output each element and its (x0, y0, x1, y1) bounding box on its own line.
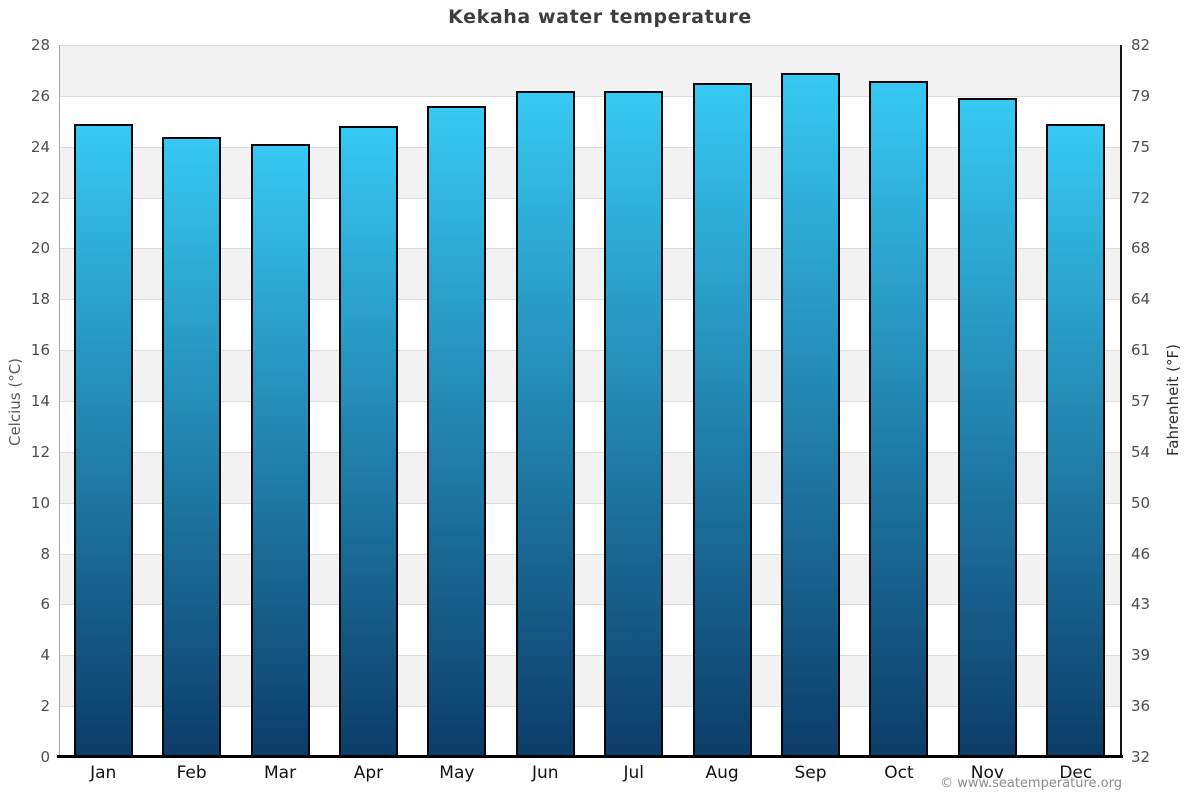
chart-title: Kekaha water temperature (448, 6, 752, 28)
celsius-tick-label: 12 (30, 442, 50, 461)
month-label: Mar (263, 763, 297, 783)
celsius-tick-label: 20 (30, 239, 50, 258)
copyright-watermark: © www.seatemperature.org (940, 776, 1122, 791)
background-band (59, 706, 1120, 757)
left-axis-line (59, 45, 60, 757)
fahrenheit-tick-label: 39 (1131, 646, 1151, 665)
temperature-bar (162, 136, 222, 757)
fahrenheit-tick-label: 82 (1131, 36, 1151, 54)
plot-area (59, 45, 1120, 757)
gridline (59, 655, 1120, 657)
month-label: Dec (1059, 763, 1093, 783)
celsius-tick-label: 2 (40, 697, 50, 716)
month-label: Nov (970, 763, 1004, 783)
bottom-axis-line (57, 755, 1123, 758)
month-label: Jul (623, 763, 644, 783)
celsius-tick-label: 8 (40, 544, 50, 563)
fahrenheit-tick-label: 79 (1131, 86, 1151, 105)
gridline (59, 95, 1120, 97)
gridline (59, 45, 1120, 46)
background-band (59, 95, 1120, 147)
celsius-tick-label: 28 (30, 36, 50, 54)
gridline (59, 146, 1120, 148)
background-band (59, 146, 1120, 198)
background-band (59, 299, 1120, 351)
month-label: May (439, 763, 475, 783)
celsius-tick-label: 14 (30, 392, 50, 410)
fahrenheit-tick-label: 72 (1131, 188, 1151, 207)
temperature-bar (869, 80, 929, 757)
background-band (59, 45, 1120, 96)
background-band (59, 655, 1120, 707)
temperature-bar (957, 98, 1017, 757)
month-label: Feb (176, 763, 207, 783)
celsius-tick-label: 6 (40, 595, 50, 614)
month-label: Jun (532, 763, 559, 783)
gridline (59, 299, 1120, 301)
fahrenheit-tick-label: 46 (1131, 544, 1151, 563)
temperature-bar (604, 90, 664, 757)
temperature-bar (73, 123, 133, 757)
fahrenheit-tick-label: 32 (1131, 748, 1151, 766)
celsius-tick-label: 18 (30, 290, 50, 309)
background-band (59, 350, 1120, 401)
celsius-tick-label: 24 (30, 137, 50, 156)
temperature-bar (1046, 123, 1106, 757)
background-band (59, 553, 1120, 605)
fahrenheit-tick-label: 50 (1131, 493, 1151, 512)
background-band (59, 197, 1120, 249)
gridline (59, 502, 1120, 504)
gridline (59, 248, 1120, 250)
fahrenheit-tick-label: 43 (1131, 595, 1151, 614)
background-band (59, 502, 1120, 554)
fahrenheit-tick-label: 75 (1131, 137, 1151, 156)
background-band (59, 451, 1120, 503)
background-band (59, 248, 1120, 300)
background-band (59, 401, 1120, 452)
celsius-tick-label: 4 (40, 646, 50, 665)
gridline (59, 604, 1120, 606)
gridline (59, 553, 1120, 555)
gridline (59, 401, 1120, 402)
fahrenheit-tick-label: 61 (1131, 341, 1151, 360)
celsius-tick-label: 26 (30, 86, 50, 105)
fahrenheit-tick-label: 54 (1131, 442, 1151, 461)
fahrenheit-tick-label: 36 (1131, 697, 1151, 716)
temperature-bar (515, 90, 575, 757)
temperature-bar (338, 126, 398, 757)
month-label: Sep (794, 763, 827, 783)
temperature-bar (692, 83, 752, 757)
month-label: Jan (90, 763, 117, 783)
background-band (59, 604, 1120, 656)
temperature-bar (250, 144, 310, 757)
fahrenheit-tick-label: 68 (1131, 239, 1151, 258)
gridline (59, 451, 1120, 453)
month-label: Aug (705, 763, 739, 783)
gridline (59, 197, 1120, 199)
celsius-tick-label: 16 (30, 341, 50, 360)
celsius-tick-label: 0 (40, 748, 50, 766)
celsius-tick-label: 22 (30, 188, 50, 207)
right-axis-line (1120, 45, 1122, 757)
celsius-tick-label: 10 (30, 493, 50, 512)
fahrenheit-tick-label: 57 (1131, 392, 1151, 410)
temperature-bar (427, 106, 487, 757)
temperature-bar (781, 72, 841, 757)
gridline (59, 350, 1120, 352)
month-label: Apr (353, 763, 384, 783)
fahrenheit-tick-label: 64 (1131, 290, 1151, 309)
month-label: Oct (884, 763, 914, 783)
gridline (59, 706, 1120, 708)
